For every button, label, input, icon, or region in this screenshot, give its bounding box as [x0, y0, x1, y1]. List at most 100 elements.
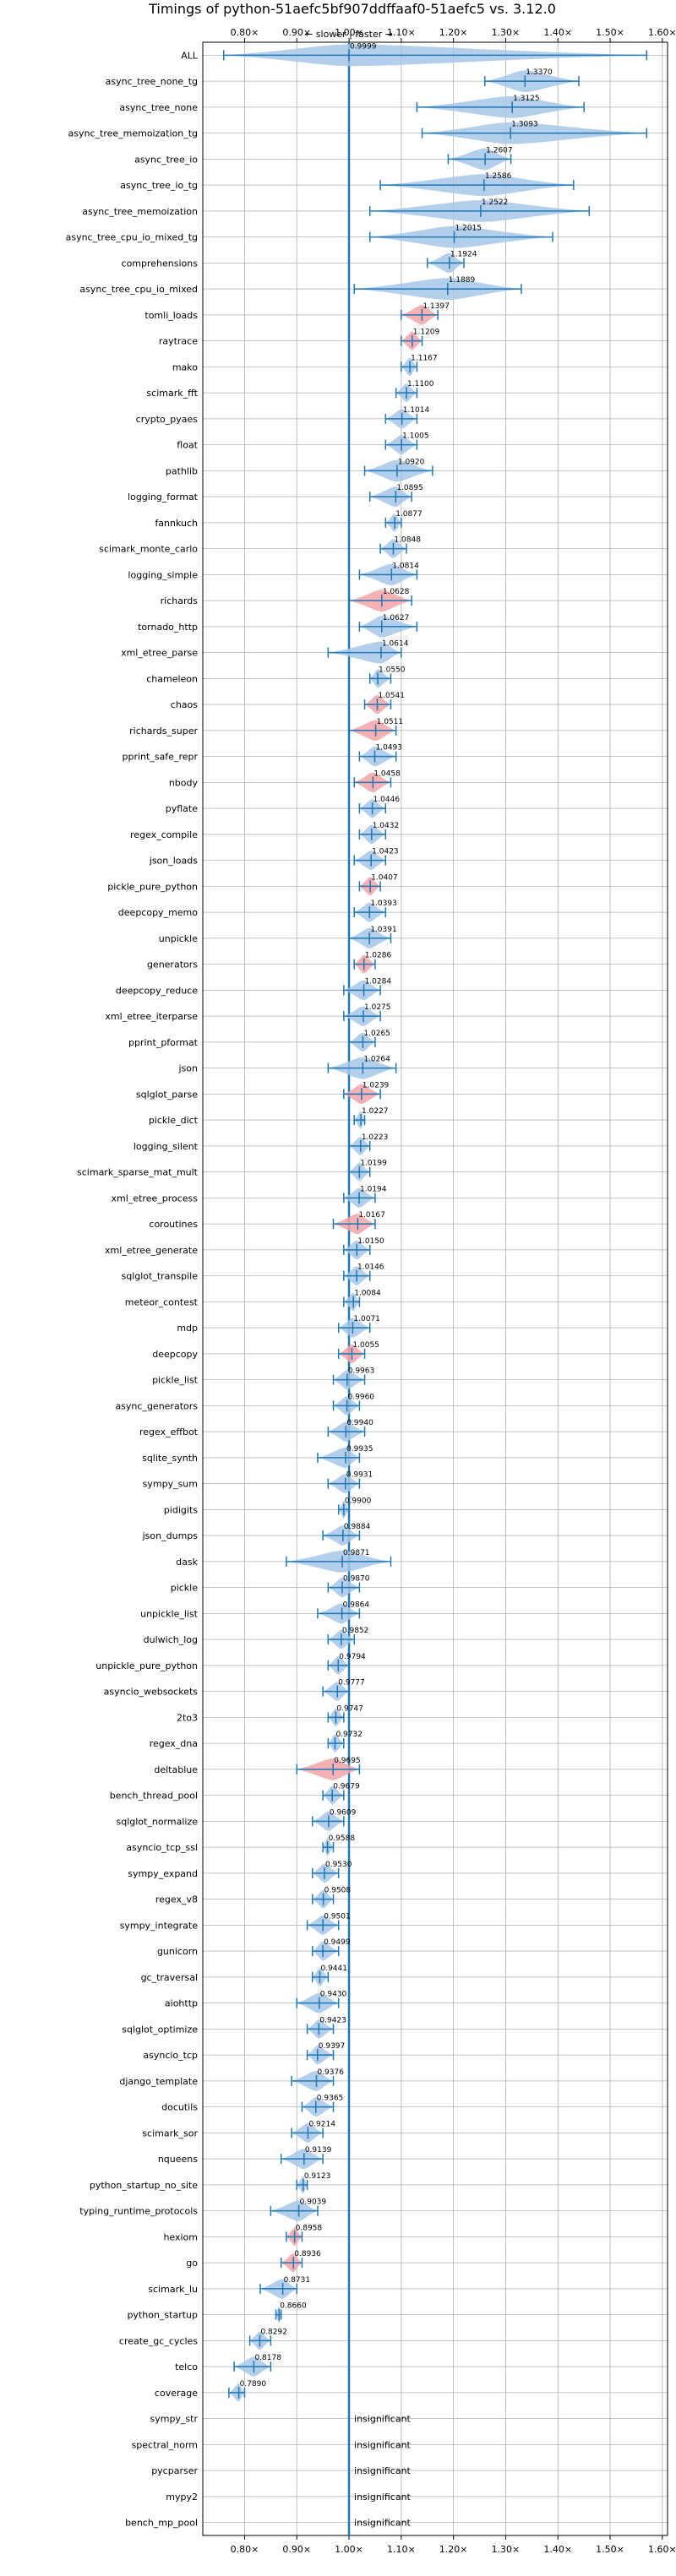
x-tick-label-bottom: 1.50× — [596, 2544, 624, 2555]
value-label: 0.9747 — [336, 1704, 363, 1713]
value-label: 1.0814 — [392, 562, 419, 570]
category-label: coverage — [155, 2388, 198, 2399]
category-label: tornado_http — [138, 622, 198, 633]
category-label: async_tree_none — [119, 102, 198, 113]
category-label: coroutines — [149, 1219, 198, 1230]
category-label: go — [186, 2258, 198, 2269]
category-label: async_tree_cpu_io_mixed_tg — [66, 232, 198, 243]
category-label: pidigits — [164, 1504, 198, 1515]
category-label: scimark_fft — [146, 388, 198, 399]
value-label: 1.0407 — [371, 873, 398, 882]
category-label: pyflate — [166, 803, 198, 814]
value-label: 0.9123 — [304, 2172, 331, 2181]
category-label: comprehensions — [122, 258, 199, 269]
category-label: float — [177, 440, 198, 451]
value-label: 0.9365 — [317, 2095, 344, 2103]
value-label: 1.2586 — [485, 172, 512, 181]
category-label: xml_etree_parse — [121, 648, 198, 659]
category-label: async_generators — [115, 1400, 198, 1411]
value-label: 1.2522 — [482, 198, 509, 207]
x-tick-label-top: 1.00× — [335, 27, 363, 38]
category-label: sympy_str — [150, 2414, 198, 2425]
value-label: 0.9931 — [346, 1471, 373, 1480]
value-label: 1.2607 — [486, 146, 513, 155]
value-label: 1.0432 — [373, 822, 400, 830]
value-label: 1.0393 — [370, 899, 397, 908]
x-tick-label-bottom: 1.60× — [648, 2544, 676, 2555]
x-tick-label-top: 0.90× — [282, 27, 311, 38]
category-label: dask — [176, 1557, 198, 1568]
value-label: 1.0550 — [379, 666, 406, 674]
insignificant-label: insignificant — [354, 2518, 412, 2529]
value-label: 0.9499 — [324, 1938, 351, 1947]
value-label: 1.0227 — [362, 1107, 389, 1116]
value-label: 1.0391 — [370, 926, 397, 934]
category-label: nbody — [169, 777, 199, 788]
category-label: fannkuch — [155, 518, 198, 529]
value-label: 0.8936 — [294, 2250, 321, 2258]
category-label: sympy_sum — [143, 1479, 198, 1490]
category-label: crypto_pyaes — [136, 414, 199, 425]
category-label: async_tree_none_tg — [106, 76, 198, 87]
direction-label: ← slower | faster → — [305, 29, 393, 40]
value-label: 0.9679 — [333, 1783, 360, 1791]
x-tick-label-top: 1.30× — [492, 27, 521, 38]
value-label: 1.1005 — [402, 432, 429, 441]
category-label: sqlite_synth — [142, 1453, 198, 1464]
category-label: scimark_sparse_mat_mult — [77, 1167, 199, 1178]
category-label: tomli_loads — [144, 310, 198, 321]
value-label: 1.0055 — [352, 1341, 379, 1350]
value-label: 1.0265 — [363, 1030, 390, 1038]
value-label: 1.0084 — [354, 1289, 381, 1297]
category-label: logging_silent — [134, 1141, 199, 1152]
category-label: asyncio_tcp_ssl — [126, 1842, 198, 1853]
category-label: sqlglot_normalize — [117, 1816, 199, 1827]
value-label: 0.9999 — [350, 42, 377, 51]
category-label: pickle_dict — [149, 1115, 199, 1126]
value-label: 0.9441 — [320, 1965, 347, 1973]
value-label: 0.9376 — [317, 2068, 344, 2077]
value-label: 0.8292 — [260, 2328, 287, 2336]
category-label: richards_super — [129, 726, 198, 736]
category-label: asyncio_websockets — [104, 1687, 199, 1698]
x-tick-label-bottom: 1.00× — [335, 2544, 363, 2555]
x-tick-label-bottom: 1.40× — [543, 2544, 572, 2555]
category-label: mypy2 — [166, 2492, 198, 2503]
category-label: async_tree_io — [134, 154, 198, 165]
value-label: 1.0223 — [362, 1133, 389, 1142]
insignificant-label: insignificant — [354, 2414, 412, 2425]
x-tick-label-top: 1.10× — [387, 27, 416, 38]
value-label: 0.9423 — [319, 2016, 346, 2024]
category-label: scimark_monte_carlo — [99, 544, 198, 555]
category-label: create_gc_cycles — [119, 2335, 198, 2346]
x-tick-label-bottom: 0.90× — [282, 2544, 311, 2555]
value-label: 0.9530 — [325, 1861, 352, 1869]
value-label: 1.0458 — [373, 769, 401, 778]
category-label: raytrace — [159, 336, 198, 347]
value-label: 0.9963 — [348, 1367, 375, 1376]
category-label: ALL — [181, 50, 199, 61]
value-label: 1.0895 — [396, 484, 423, 492]
value-label: 1.0284 — [365, 977, 392, 986]
value-label: 1.1397 — [422, 302, 450, 311]
value-label: 1.3370 — [526, 68, 553, 77]
plot-frame — [202, 41, 668, 2536]
category-label: regex_compile — [130, 829, 198, 840]
value-label: 1.0275 — [364, 1003, 391, 1012]
category-label: python_startup — [127, 2310, 198, 2321]
value-label: 1.0071 — [353, 1315, 380, 1323]
category-label: xml_etree_iterparse — [105, 1011, 198, 1022]
value-label: 1.0920 — [398, 458, 425, 466]
category-label: richards — [161, 595, 199, 606]
value-label: 1.3125 — [513, 95, 540, 103]
category-label: deepcopy_memo — [118, 907, 198, 918]
category-label: sqlglot_optimize — [122, 2024, 198, 2035]
value-label: 1.1100 — [407, 380, 434, 389]
category-label: mdp — [177, 1323, 198, 1334]
value-label: 1.0848 — [394, 536, 421, 545]
category-label: chaos — [171, 699, 198, 710]
value-label: 0.9695 — [334, 1757, 361, 1765]
category-label: bench_mp_pool — [125, 2518, 198, 2529]
value-label: 0.8731 — [284, 2276, 311, 2285]
